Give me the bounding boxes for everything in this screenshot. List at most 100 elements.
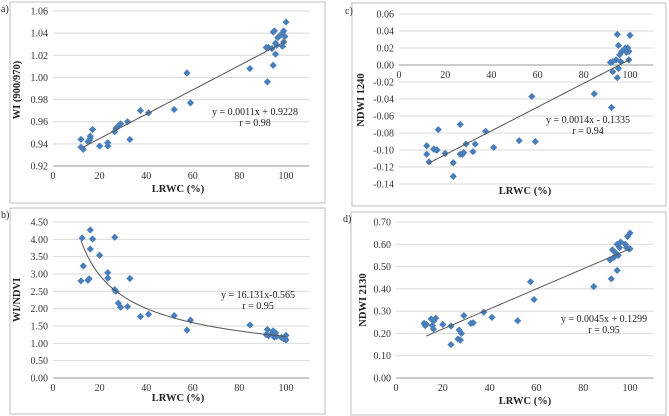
y-axis-label: WI (900/970) (12, 60, 23, 119)
regression-equation: y = 16.131x-0.565 (221, 290, 295, 301)
y-tick-label: 0.70 (374, 218, 392, 229)
data-point (183, 69, 191, 77)
correlation-coefficient: r = 0.95 (242, 301, 273, 312)
data-point (607, 275, 615, 283)
data-point (89, 235, 97, 243)
chart-frame (9, 1, 326, 204)
data-point (434, 126, 442, 134)
data-point (427, 315, 435, 323)
y-tick-label: 3.50 (31, 252, 49, 263)
x-tick-label: 40 (141, 171, 151, 182)
y-tick-label: 0.30 (374, 307, 392, 318)
data-point (86, 226, 94, 234)
data-point (111, 233, 119, 241)
x-tick-label: 20 (95, 383, 105, 394)
x-axis-label: LRWC (%) (499, 396, 552, 407)
data-point (269, 61, 277, 69)
data-point (170, 105, 178, 114)
data-point (89, 125, 97, 134)
data-point (425, 158, 433, 166)
y-tick-label: -0.04 (373, 95, 394, 106)
data-point (86, 132, 94, 140)
y-tick-label: 0.00 (377, 61, 395, 72)
data-point (263, 78, 271, 86)
data-point (439, 320, 447, 329)
data-point (433, 146, 441, 154)
data-point (526, 278, 535, 286)
data-point (186, 316, 195, 324)
y-tick-label: 0.20 (374, 329, 392, 340)
x-tick-label: 60 (188, 171, 198, 182)
data-point (530, 295, 538, 304)
x-tick-label: 100 (623, 70, 638, 81)
chart-panel-b: b) 0.00 0.50 1.00 1.50 2.00 2.50 3.00 3.50 4.00 4.… (1, 207, 326, 415)
data-point (449, 159, 457, 167)
y-tick-label: 1.02 (31, 51, 49, 62)
regression-equation: y = 0.0014x - 0.1335 (546, 115, 630, 126)
data-point (423, 142, 431, 150)
x-tick-label: 40 (486, 70, 496, 81)
x-tick-label: 20 (95, 171, 105, 182)
data-point (609, 58, 617, 66)
data-point (280, 27, 288, 35)
x-tick-label: 20 (440, 70, 450, 81)
data-point (469, 319, 477, 327)
data-point (590, 283, 598, 291)
x-tick-label: 0 (397, 70, 402, 81)
data-point (456, 336, 464, 344)
x-axis-label: LRWC (%) (152, 184, 205, 195)
data-point (432, 314, 440, 322)
x-tick-label: 60 (531, 383, 541, 394)
data-point (626, 31, 634, 39)
data-point (626, 245, 634, 253)
y-tick-label: 0.96 (31, 117, 49, 128)
data-point (456, 120, 464, 129)
data-point (490, 143, 498, 152)
x-tick-label: 80 (234, 383, 244, 394)
y-tick-label: 1.50 (31, 322, 49, 333)
data-point (528, 92, 536, 101)
correlation-coefficient: r = 0.98 (239, 118, 270, 129)
data-point (469, 148, 477, 156)
data-point (270, 27, 278, 35)
data-point (471, 140, 479, 148)
y-tick-label: 1.00 (31, 339, 49, 350)
chart-panel-d: d) 0.00 0.10 0.20 0.30 0.40 0.50 0.60 0.70 0 20 40 6… (343, 211, 667, 416)
y-tick-label: 0.10 (374, 351, 392, 362)
y-tick-label: 1.06 (31, 7, 49, 18)
correlation-coefficient: r = 0.94 (572, 126, 603, 137)
data-point (612, 249, 620, 257)
data-point (613, 266, 621, 274)
data-point (170, 312, 178, 320)
data-point (282, 18, 290, 26)
data-point (614, 64, 623, 72)
data-point (460, 312, 468, 320)
x-tick-label: 40 (141, 383, 151, 394)
data-point (441, 149, 449, 157)
data-point (271, 50, 280, 58)
y-tick-label: -0.10 (373, 146, 394, 157)
x-tick-label: 100 (279, 383, 294, 394)
chart-frame (350, 211, 667, 416)
y-tick-label: 0.60 (374, 240, 392, 251)
data-point (271, 329, 280, 337)
data-point (626, 229, 634, 237)
data-point (126, 135, 134, 144)
data-point (423, 150, 431, 158)
y-axis-label: NDWI 1240 (356, 73, 367, 126)
y-tick-label: 0.92 (31, 162, 49, 173)
data-point (624, 232, 632, 241)
data-point (85, 275, 93, 283)
data-point (422, 320, 431, 329)
data-point (614, 251, 622, 260)
data-point (96, 142, 104, 150)
y-tick-label: -0.06 (373, 112, 394, 123)
data-point (79, 145, 87, 153)
y-tick-label: 4.00 (31, 235, 49, 246)
data-point (126, 274, 134, 283)
panel-label: d) (343, 214, 351, 225)
chart-panel-a: a) 0.92 0.94 0.96 0.98 1.00 1.02 1.04 1.06 0 20 40 6… (1, 1, 326, 204)
y-tick-label: 0.06 (377, 10, 395, 21)
data-point (606, 256, 614, 264)
data-point (183, 326, 191, 334)
